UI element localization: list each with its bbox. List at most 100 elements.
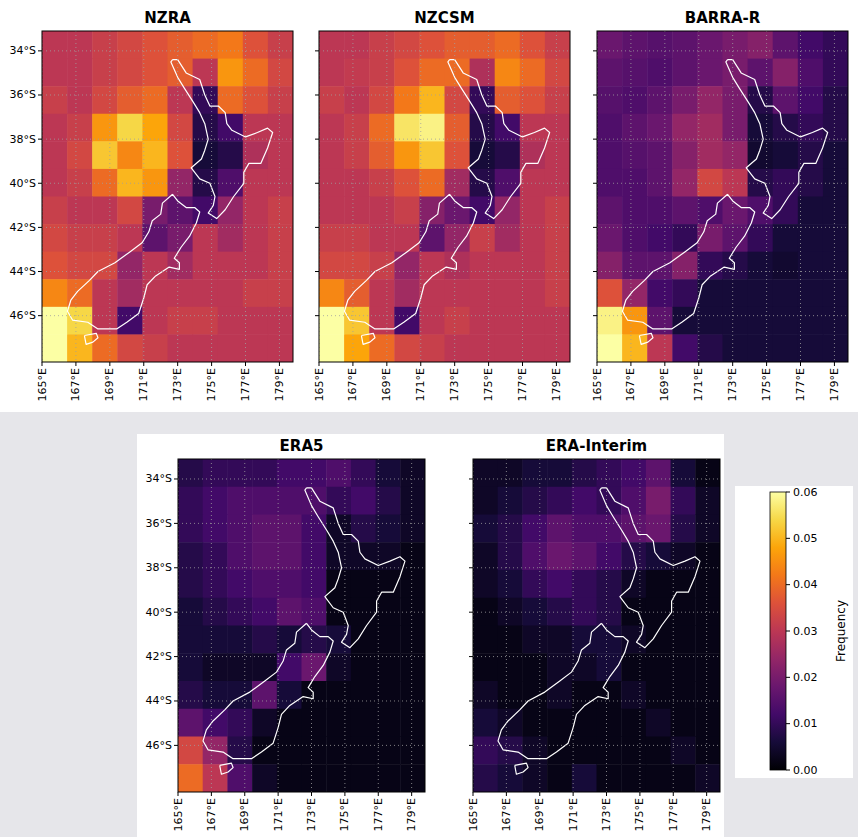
heat-cell (268, 169, 293, 197)
tick-mark (556, 362, 557, 366)
tick-mark (38, 183, 42, 184)
tick-mark (38, 94, 42, 95)
tick-mark (732, 362, 733, 366)
heat-cell (572, 709, 597, 737)
heat-cell (344, 86, 370, 114)
grid-line (473, 567, 720, 568)
tick-mark (315, 315, 319, 316)
heat-cell (470, 334, 496, 362)
heat-cell (495, 334, 521, 362)
heat-cell (547, 598, 572, 626)
grid-line (386, 31, 387, 362)
x-tick-label: 169°E (103, 368, 116, 401)
map-panel: 165°E167°E169°E171°E173°E175°E177°E179°E… (10, 9, 294, 401)
heat-cell (67, 279, 93, 307)
heat-cell (277, 570, 302, 598)
heat-cell (376, 542, 401, 570)
heat-cell (218, 334, 244, 362)
heat-cell (597, 737, 622, 765)
heat-cell (823, 334, 848, 362)
heat-cell (621, 515, 646, 543)
heat-cell (142, 141, 168, 169)
tick-mark (593, 227, 597, 228)
heat-cell (545, 197, 570, 225)
heat-cell (723, 141, 749, 169)
heat-cell (647, 31, 673, 59)
heat-cell (419, 114, 445, 142)
heat-cell (798, 307, 824, 335)
heat-cell (498, 515, 523, 543)
heat-cell (419, 59, 445, 87)
heat-cell (773, 31, 799, 59)
grid-line (597, 183, 848, 184)
heat-cell (697, 224, 723, 252)
heat-cell (376, 598, 401, 626)
heat-cell (445, 169, 471, 197)
grid-line (473, 478, 720, 479)
heat-cell (326, 487, 351, 515)
panel-title: NZCSM (414, 9, 474, 27)
heat-cell (394, 197, 420, 225)
heat-cell (445, 86, 471, 114)
heat-cell (42, 307, 68, 335)
x-tick-label: 173°E (305, 798, 318, 831)
heat-cell (646, 487, 671, 515)
heat-cell (646, 515, 671, 543)
heat-cell (723, 252, 749, 280)
heat-cell (723, 31, 749, 59)
coastline (220, 763, 233, 774)
plot-area (319, 31, 570, 362)
tick-mark (473, 792, 474, 796)
heat-cell (522, 515, 547, 543)
heat-cell (394, 141, 420, 169)
heat-cell (168, 31, 194, 59)
heat-cell (597, 626, 622, 654)
heat-cell (277, 737, 302, 765)
heat-cell (723, 197, 749, 225)
x-tick-label: 165°E (467, 798, 480, 831)
heat-cell (168, 141, 194, 169)
tick-mark (174, 523, 178, 524)
grid-line (766, 31, 767, 362)
plot-area (473, 459, 720, 792)
colorbar-tick (786, 492, 790, 493)
heat-cell (302, 681, 327, 709)
heat-cell (445, 31, 471, 59)
heat-cell (178, 487, 203, 515)
heat-cell (376, 764, 401, 792)
heat-cell (92, 197, 118, 225)
heat-cell (823, 31, 848, 59)
heat-cell (498, 487, 523, 515)
tick-mark (244, 792, 245, 796)
heat-cell (351, 737, 376, 765)
heat-cell (695, 570, 720, 598)
heat-cell (495, 307, 521, 335)
heat-cell (277, 764, 302, 792)
tick-mark (420, 362, 421, 366)
tick-mark (174, 745, 178, 746)
heat-cell (572, 542, 597, 570)
heat-cell (400, 737, 425, 765)
tick-mark (593, 94, 597, 95)
heat-cell (695, 598, 720, 626)
heat-cell (419, 334, 445, 362)
heat-cell (798, 86, 824, 114)
heat-cell (671, 709, 696, 737)
tick-mark (488, 362, 489, 366)
heat-cell (823, 59, 848, 87)
colorbar-tick-label: 0.04 (793, 578, 818, 591)
heat-cell (394, 59, 420, 87)
coastline (639, 333, 653, 344)
heat-cell (622, 334, 648, 362)
tick-mark (469, 612, 473, 613)
heat-cell (319, 59, 345, 87)
grid-line (319, 139, 570, 140)
heat-cell (597, 681, 622, 709)
heat-cell (227, 626, 252, 654)
grid-line (556, 31, 557, 362)
heat-cell (748, 224, 774, 252)
tick-mark (469, 656, 473, 657)
grid-line (109, 31, 110, 362)
heat-cell (748, 334, 774, 362)
heat-cell (252, 598, 277, 626)
